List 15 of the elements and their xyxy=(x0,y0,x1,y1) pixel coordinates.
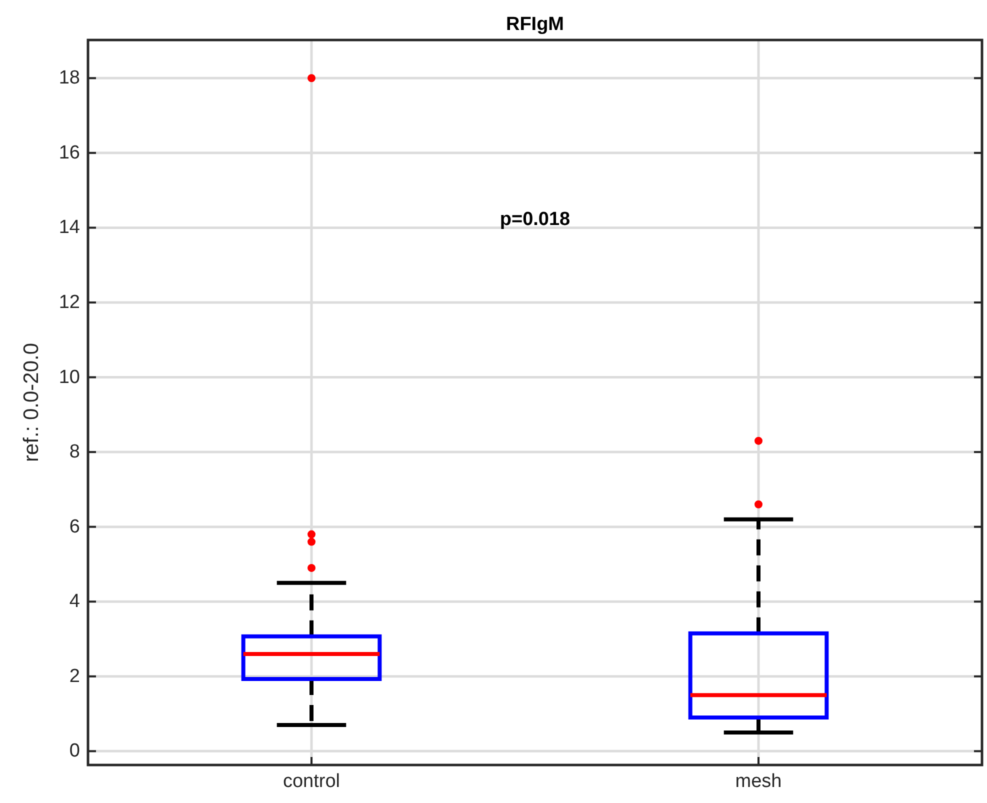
y-tick-label: 4 xyxy=(69,591,80,612)
x-tick-label: control xyxy=(282,771,340,792)
y-axis-title: ref.: 0.0-20.0 xyxy=(20,342,43,462)
y-tick-label: 14 xyxy=(58,217,80,238)
y-tick-label: 18 xyxy=(58,68,80,89)
annotation: p=0.018 xyxy=(500,208,570,230)
y-tick-label: 12 xyxy=(58,292,80,313)
y-tick-label: 8 xyxy=(69,442,80,463)
chart-title: RFIgM xyxy=(506,14,564,35)
y-tick-label: 6 xyxy=(69,516,80,538)
y-tick-label: 2 xyxy=(69,666,80,687)
x-tick-label: mesh xyxy=(735,771,782,792)
y-tick-label: 16 xyxy=(58,142,80,164)
y-tick-label: 0 xyxy=(69,740,80,762)
y-tick-label: 10 xyxy=(58,366,80,388)
